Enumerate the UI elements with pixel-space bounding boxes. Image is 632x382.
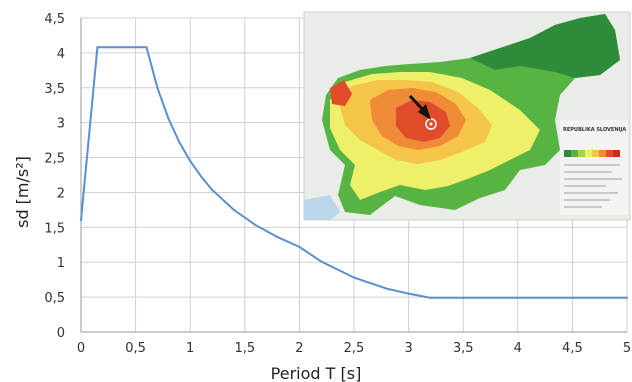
spectrum-points (80, 46, 628, 299)
x-tick-label: 4,5 (562, 341, 583, 356)
map-northeast-zone (470, 14, 620, 78)
map-legend (564, 150, 620, 157)
spectrum-point (516, 296, 519, 299)
x-tick-label: 0 (77, 341, 85, 356)
spectrum-point (353, 276, 355, 279)
spectrum-point (232, 208, 235, 211)
spectrum-point (462, 296, 465, 299)
map-legend-swatch (613, 150, 620, 157)
x-tick-label: 1,5 (234, 341, 255, 356)
map-sea (304, 195, 340, 220)
spectrum-line (80, 46, 627, 299)
epicenter-marker-icon (425, 118, 437, 130)
x-tick-label: 2,5 (344, 341, 365, 356)
map-legend-swatch (571, 150, 578, 157)
x-tick-label: 3 (404, 341, 412, 356)
spectrum-point (626, 296, 628, 299)
y-axis-title: sd [m/s²] (13, 156, 32, 228)
spectrum-point (96, 46, 99, 49)
spectrum-point (178, 141, 181, 144)
spectrum-point (407, 292, 410, 295)
map-legend-swatch (564, 150, 571, 157)
map-legend-swatch (606, 150, 613, 157)
y-tick-label: 4 (57, 47, 65, 62)
y-tick-label: 0,5 (44, 291, 65, 306)
map-legend-swatch (578, 150, 585, 157)
x-tick-label: 5 (623, 341, 631, 356)
y-tick-label: 3,5 (44, 82, 65, 97)
x-axis-title: Period T [s] (271, 364, 362, 382)
map-title: REPUBLIKA SLOVENIJA (563, 127, 626, 133)
map-legend-swatch (599, 150, 606, 157)
spectrum-point (320, 260, 323, 263)
y-tick-label: 1 (57, 256, 65, 271)
spectrum-point (298, 245, 301, 248)
x-axis-tick-labels: 0 0,5 1 1,5 2 2,5 3 3,5 4 4,5 5 (77, 341, 631, 356)
spectrum-point (571, 296, 574, 299)
y-axis-tick-labels: 0 0,5 1 1,5 2 2,5 3 3,5 4 4,5 (44, 12, 65, 341)
spectrum-point (80, 219, 82, 222)
map-legend-swatch (592, 150, 599, 157)
x-tick-label: 4 (514, 341, 522, 356)
x-tick-label: 3,5 (453, 341, 474, 356)
map-legend-panel (560, 120, 628, 215)
y-tick-label: 1,5 (44, 221, 65, 236)
spectrum-point (156, 86, 159, 89)
map-legend-swatch (585, 150, 592, 157)
y-tick-label: 0 (57, 326, 65, 341)
map-core-zone (396, 100, 450, 142)
y-tick-label: 4,5 (44, 12, 65, 27)
y-tick-label: 2 (57, 186, 65, 201)
spectrum-point (167, 117, 170, 120)
arrow-icon (408, 94, 431, 120)
y-tick-label: 2,5 (44, 152, 65, 167)
spectrum-point (385, 287, 388, 290)
inset-map: REPUBLIKA SLOVENIJA (303, 11, 631, 221)
spectrum-point (189, 160, 192, 163)
y-tick-label: 3 (57, 117, 65, 132)
spectrum-point (254, 224, 257, 227)
map-west-hotspot (330, 80, 352, 106)
spectrum-point (211, 188, 214, 191)
map-legend-text-lines (564, 164, 622, 208)
spectrum-point (429, 296, 432, 299)
x-tick-label: 0,5 (125, 341, 146, 356)
spectrum-point (200, 175, 203, 178)
spectrum-point (276, 236, 279, 239)
spectrum-point (145, 46, 148, 49)
x-tick-label: 1 (186, 341, 194, 356)
x-tick-label: 2 (295, 341, 303, 356)
